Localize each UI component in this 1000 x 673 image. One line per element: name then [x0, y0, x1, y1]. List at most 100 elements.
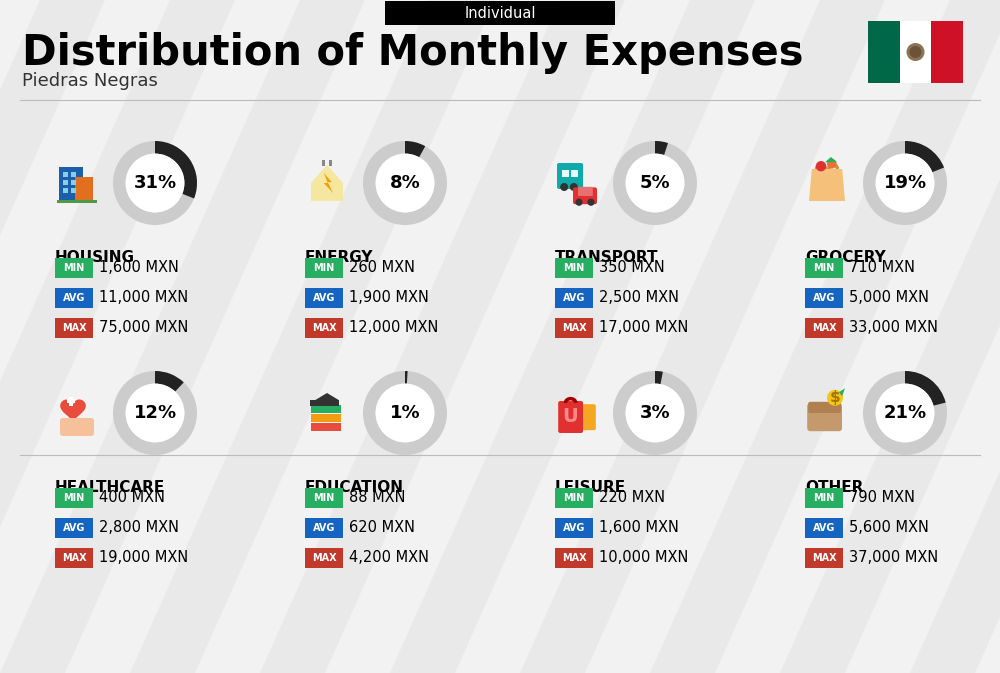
Polygon shape: [0, 0, 235, 673]
Text: MIN: MIN: [563, 263, 585, 273]
Text: Individual: Individual: [464, 5, 536, 20]
FancyBboxPatch shape: [562, 170, 569, 177]
Polygon shape: [260, 0, 625, 673]
Circle shape: [626, 153, 684, 213]
Text: 21%: 21%: [883, 404, 927, 422]
Text: 620 MXN: 620 MXN: [349, 520, 415, 536]
Text: EDUCATION: EDUCATION: [305, 481, 404, 495]
FancyBboxPatch shape: [555, 548, 593, 568]
Circle shape: [126, 153, 184, 213]
Text: 2,500 MXN: 2,500 MXN: [599, 291, 679, 306]
FancyBboxPatch shape: [59, 167, 83, 203]
FancyBboxPatch shape: [55, 518, 93, 538]
FancyBboxPatch shape: [555, 488, 593, 508]
Text: AVG: AVG: [313, 523, 335, 533]
FancyBboxPatch shape: [57, 200, 97, 203]
Text: 12,000 MXN: 12,000 MXN: [349, 320, 438, 336]
Polygon shape: [825, 157, 837, 162]
FancyBboxPatch shape: [311, 414, 341, 422]
Text: 8%: 8%: [390, 174, 420, 192]
Text: ENERGY: ENERGY: [305, 250, 374, 266]
FancyBboxPatch shape: [55, 318, 93, 338]
Text: 1,900 MXN: 1,900 MXN: [349, 291, 429, 306]
Text: MAX: MAX: [62, 553, 86, 563]
Wedge shape: [905, 371, 946, 406]
Polygon shape: [324, 173, 333, 193]
Text: Piedras Negras: Piedras Negras: [22, 72, 158, 90]
Text: HOUSING: HOUSING: [55, 250, 135, 266]
Text: 2,800 MXN: 2,800 MXN: [99, 520, 179, 536]
FancyBboxPatch shape: [55, 488, 93, 508]
FancyBboxPatch shape: [805, 318, 843, 338]
Text: MIN: MIN: [313, 493, 335, 503]
Circle shape: [827, 390, 843, 406]
Circle shape: [570, 183, 578, 191]
Text: 12%: 12%: [133, 404, 177, 422]
FancyBboxPatch shape: [305, 488, 343, 508]
Text: MIN: MIN: [313, 263, 335, 273]
FancyBboxPatch shape: [868, 21, 900, 83]
Wedge shape: [905, 141, 944, 172]
Text: MAX: MAX: [562, 553, 586, 563]
Text: AVG: AVG: [563, 523, 585, 533]
Polygon shape: [130, 0, 495, 673]
FancyBboxPatch shape: [63, 172, 68, 177]
FancyBboxPatch shape: [574, 404, 596, 430]
FancyBboxPatch shape: [329, 160, 332, 166]
Polygon shape: [60, 400, 86, 423]
Text: 88 MXN: 88 MXN: [349, 491, 406, 505]
FancyBboxPatch shape: [311, 405, 341, 413]
Text: 400 MXN: 400 MXN: [99, 491, 165, 505]
FancyBboxPatch shape: [557, 163, 583, 189]
Text: MAX: MAX: [312, 553, 336, 563]
Text: HEALTHCARE: HEALTHCARE: [55, 481, 165, 495]
Wedge shape: [655, 141, 668, 155]
Text: AVG: AVG: [813, 293, 835, 303]
Polygon shape: [809, 169, 845, 201]
Text: 1,600 MXN: 1,600 MXN: [99, 260, 179, 275]
Text: 260 MXN: 260 MXN: [349, 260, 415, 275]
FancyBboxPatch shape: [55, 288, 93, 308]
Circle shape: [876, 384, 934, 442]
Text: 75,000 MXN: 75,000 MXN: [99, 320, 188, 336]
FancyBboxPatch shape: [805, 548, 843, 568]
Text: 1,600 MXN: 1,600 MXN: [599, 520, 679, 536]
FancyBboxPatch shape: [55, 548, 93, 568]
FancyBboxPatch shape: [71, 172, 76, 177]
Text: TRANSPORT: TRANSPORT: [555, 250, 658, 266]
Circle shape: [126, 384, 184, 442]
FancyBboxPatch shape: [808, 402, 841, 413]
Text: 350 MXN: 350 MXN: [599, 260, 665, 275]
FancyBboxPatch shape: [573, 187, 597, 204]
Text: 19,000 MXN: 19,000 MXN: [99, 551, 188, 565]
Text: MAX: MAX: [312, 323, 336, 333]
Text: MIN: MIN: [63, 263, 85, 273]
Polygon shape: [0, 0, 365, 673]
FancyBboxPatch shape: [305, 548, 343, 568]
Circle shape: [816, 161, 826, 172]
FancyBboxPatch shape: [63, 188, 68, 193]
Text: U: U: [563, 406, 578, 426]
FancyBboxPatch shape: [311, 423, 341, 431]
Text: Distribution of Monthly Expenses: Distribution of Monthly Expenses: [22, 32, 804, 74]
Text: 220 MXN: 220 MXN: [599, 491, 665, 505]
FancyBboxPatch shape: [571, 170, 578, 177]
FancyBboxPatch shape: [555, 518, 593, 538]
Circle shape: [906, 43, 924, 61]
FancyBboxPatch shape: [305, 318, 343, 338]
Polygon shape: [0, 0, 105, 673]
Text: AVG: AVG: [813, 523, 835, 533]
Text: 37,000 MXN: 37,000 MXN: [849, 551, 938, 565]
FancyBboxPatch shape: [805, 258, 843, 278]
Text: 5%: 5%: [640, 174, 670, 192]
FancyBboxPatch shape: [305, 288, 343, 308]
Text: AVG: AVG: [63, 293, 85, 303]
Polygon shape: [390, 0, 755, 673]
FancyBboxPatch shape: [71, 180, 76, 185]
FancyBboxPatch shape: [805, 518, 843, 538]
FancyBboxPatch shape: [69, 397, 73, 406]
Circle shape: [626, 384, 684, 442]
FancyBboxPatch shape: [60, 418, 94, 436]
Polygon shape: [650, 0, 1000, 673]
Text: MAX: MAX: [812, 553, 836, 563]
